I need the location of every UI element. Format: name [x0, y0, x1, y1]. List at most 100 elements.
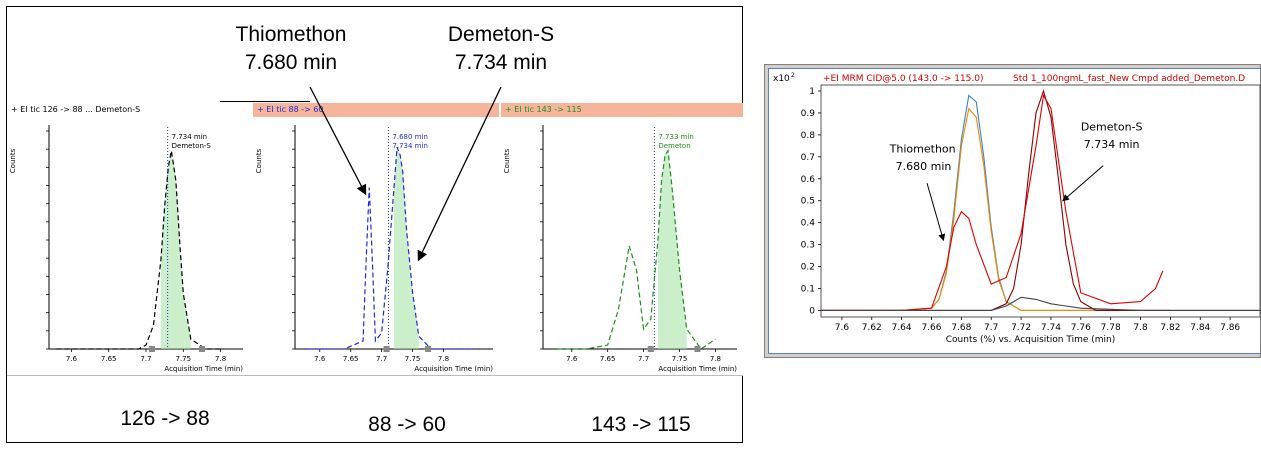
right-chart-annotation-thiomethon-name: Thiomethon [889, 142, 956, 155]
right-chart-arrow-demeton [1062, 165, 1104, 202]
chromatogram-panel-2: + EI tic 88 -> 60 7.6 7.65 7.7 7.75 7.8 Count… [253, 103, 499, 375]
right-chart-y-tick-label: 0.8 [801, 131, 816, 141]
panel-x-tick-label: 7.8 [710, 355, 721, 363]
right-chart-series-line [821, 107, 1260, 311]
right-chart-y-tick-label: 0.6 [801, 175, 816, 185]
right-chart-x-tick-label: 7.78 [1101, 323, 1121, 333]
panel-baseline-marker [148, 346, 155, 352]
panel-trace [307, 146, 475, 350]
right-chart-x-tick-label: 7.86 [1220, 323, 1240, 333]
panel-1-plot: 7.6 7.65 7.7 7.75 7.8 Counts Acquisition Time … [9, 125, 243, 373]
transition-rule [7, 375, 743, 376]
panel-x-tick-label: 7.8 [438, 355, 449, 363]
panel-x-tick-label: 7.75 [405, 355, 421, 363]
right-chart-series-line [821, 93, 1164, 311]
callout-demeton: Demeton-S 7.734 min [441, 21, 561, 77]
right-chart-y-tick-label: 0 [809, 306, 815, 316]
panel-y-axis-label: Counts [9, 148, 17, 173]
panel-x-axis-label: Acquisition Time (min) [164, 365, 243, 373]
callout-thiomethon: Thiomethon 7.680 min [231, 21, 351, 77]
panel-3-header: + EI tic 143 -> 115 [501, 103, 743, 117]
transition-label-2: 88 -> 60 [368, 413, 446, 436]
panel-x-tick-label: 7.6 [566, 355, 578, 363]
right-chart-annotation-thiomethon-time: 7.680 min [896, 160, 952, 173]
panel-baseline-marker [694, 346, 701, 352]
panel-x-tick-label: 7.75 [176, 355, 192, 363]
panel-peak-area [657, 150, 687, 349]
right-chart-y-tick-label: 0.5 [801, 197, 815, 207]
transition-label-1: 126 -> 88 [120, 407, 210, 430]
panel-peak-area [394, 147, 419, 349]
panel-peak-area [160, 150, 191, 349]
right-chart-x-tick-label: 7.6 [835, 323, 850, 333]
panel-baseline-marker [198, 346, 205, 352]
right-chart-x-tick-label: 7.7 [984, 323, 998, 333]
panel-x-tick-label: 7.65 [343, 355, 359, 363]
panel-peak-label: 7.733 min [658, 133, 693, 141]
demeton-arrow [417, 86, 502, 262]
panel-x-tick-label: 7.75 [672, 355, 688, 363]
right-chart-x-tick-label: 7.74 [1041, 323, 1061, 333]
panel-peak-label: 7.734 min [392, 142, 427, 150]
right-chart-y-tick-label: 1 [809, 87, 815, 97]
panel-x-axis-label: Acquisition Time (min) [658, 365, 737, 373]
chromatogram-panel-3: + EI tic 143 -> 115 7.6 7.65 7.7 7.75 7.8 Cou… [501, 103, 743, 375]
right-chart-x-tick-label: 7.82 [1160, 323, 1180, 333]
right-chart-x-axis-title: Counts (%) vs. Acquisition Time (min) [946, 335, 1115, 345]
right-chart-annotation-demeton-name: Demeton-S [1081, 120, 1143, 133]
right-chart-y-tick-label: 0.7 [801, 153, 815, 163]
right-chart-x-tick-label: 7.64 [892, 323, 912, 333]
right-chart-x-tick-label: 7.68 [951, 323, 971, 333]
callout-demeton-time: 7.734 min [454, 51, 548, 74]
right-chart-x-tick-label: 7.84 [1190, 323, 1210, 333]
right-chart-header: +EI MRM CID@5.0 (143.0 -> 115.0) [823, 74, 984, 84]
callout-rule [220, 101, 310, 102]
panel-x-tick-label: 7.7 [638, 355, 649, 363]
panel-x-tick-label: 7.7 [376, 355, 387, 363]
right-chart-series-line [821, 89, 1171, 311]
panel-1-header: + EI tic 126 -> 88 ... Demeton-S [7, 103, 249, 117]
callout-arrows [309, 86, 502, 262]
panel-peak-label: Demeton [658, 142, 690, 150]
right-chart-x-tick-label: 7.76 [1071, 323, 1091, 333]
right-chart-frame: x10 2 +EI MRM CID@5.0 (143.0 -> 115.0) Std … [768, 68, 1261, 354]
panel-x-tick-label: 7.65 [101, 355, 117, 363]
panel-trace [557, 149, 716, 350]
transition-label-3: 143 -> 115 [591, 413, 691, 436]
right-chart-y-tick-label: 0.2 [801, 263, 815, 273]
panel-2-plot: 7.6 7.65 7.7 7.75 7.8 Counts Acquisition Time … [255, 125, 493, 373]
callout-thiomethon-time: 7.680 min [244, 51, 338, 74]
right-chart-x-tick-label: 7.66 [921, 323, 941, 333]
right-chart-y-tick-label: 0.1 [801, 284, 815, 294]
panel-trace [56, 150, 221, 350]
right-chart-y-scale: x10 [773, 74, 790, 84]
panel-2-header: + EI tic 88 -> 60 [253, 103, 499, 117]
right-chart-x-tick-label: 7.8 [1133, 323, 1148, 333]
panel-x-axis-label: Acquisition Time (min) [414, 365, 493, 373]
right-chart-plot: x10 2 +EI MRM CID@5.0 (143.0 -> 115.0) Std … [773, 72, 1261, 345]
right-chart-annotation-demeton-time: 7.734 min [1084, 138, 1140, 151]
panel-x-tick-label: 7.6 [314, 355, 326, 363]
right-chart-x-tick-label: 7.62 [862, 323, 882, 333]
panel-y-axis-label: Counts [255, 148, 263, 173]
panel-baseline-marker [647, 346, 654, 352]
right-chart-y-scale-exponent: 2 [791, 72, 795, 79]
right-chart-window: x10 2 +EI MRM CID@5.0 (143.0 -> 115.0) Std … [764, 64, 1261, 358]
panel-x-tick-label: 7.7 [140, 355, 151, 363]
chromatogram-panel-1: + EI tic 126 -> 88 ... Demeton-S 7.6 7.65… [7, 103, 249, 375]
left-figure: Thiomethon 7.680 min Demeton-S 7.734 min… [6, 6, 743, 443]
panel-peak-label: 7.680 min [392, 133, 427, 141]
panel-x-tick-label: 7.65 [600, 355, 616, 363]
right-chart-plot-area [820, 84, 1261, 318]
panel-3-plot: 7.6 7.65 7.7 7.75 7.8 Counts Acquisition Time … [503, 125, 737, 373]
right-chart-y-tick-label: 0.4 [801, 219, 816, 229]
right-chart-series-line [821, 296, 1260, 311]
right-chart-y-tick-label: 0.3 [801, 241, 815, 251]
right-chart-x-tick-label: 7.72 [1011, 323, 1031, 333]
panel-x-tick-label: 7.6 [66, 355, 78, 363]
panel-peak-label: Demeton-S [172, 142, 212, 150]
right-chart-y-tick-label: 0.9 [801, 109, 816, 119]
thiomethon-arrow [309, 86, 367, 196]
panel-baseline-marker [383, 346, 390, 352]
right-chart-arrow-thiomethon [926, 183, 946, 242]
